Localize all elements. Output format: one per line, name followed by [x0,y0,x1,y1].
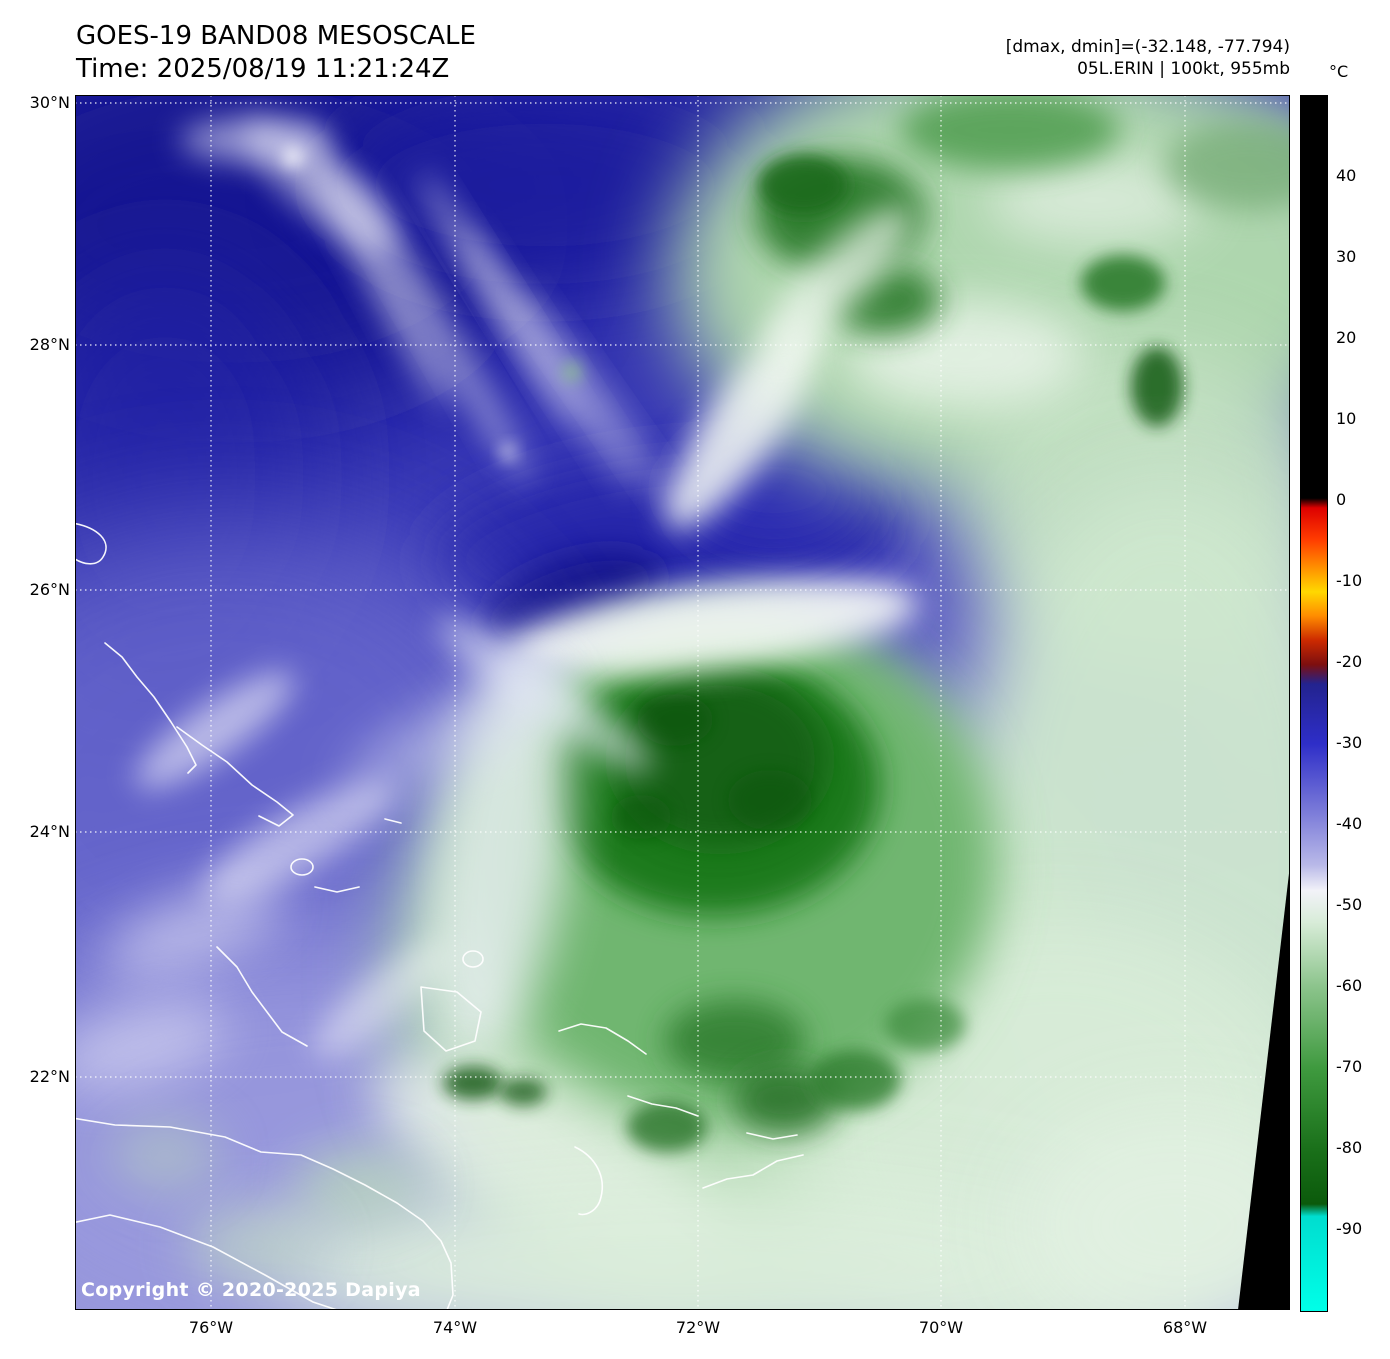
lon-tick-label: 72°W [675,1318,721,1337]
storm-core [550,655,880,915]
colorbar-tick: -20 [1336,652,1363,671]
map-border [75,95,1290,1310]
lat-tick-label: 26°N [29,580,70,599]
lon-tick-label: 70°W [918,1318,964,1337]
lat-tick-label: 22°N [29,1067,70,1086]
colorbar-tick: -90 [1336,1219,1363,1238]
colorbar-tick: 30 [1336,247,1357,266]
colorbar-tick: -30 [1336,733,1363,752]
colorbar-tick: 20 [1336,328,1357,347]
colorbar-gradient [1301,96,1327,1311]
figure-time: Time: 2025/08/19 11:21:24Z [76,54,450,84]
dmax-dmin-annotation: [dmax, dmin]=(-32.148, -77.794) [1005,37,1290,57]
lon-tick-label: 76°W [188,1318,234,1337]
lon-tick-label: 74°W [432,1318,478,1337]
colorbar-tick: 0 [1336,490,1347,509]
colorbar [1300,95,1328,1312]
storm-annotation: 05L.ERIN | 100kt, 955mb [1077,59,1290,79]
colorbar-tick: -60 [1336,976,1363,995]
satellite-image [75,95,1290,1310]
longitude-axis: 76°W 74°W 72°W 70°W 68°W [0,1318,1390,1340]
colorbar-tick-labels: 40 30 20 10 0 -10 -20 -30 -40 -50 -60 -7… [1336,0,1390,1359]
coastlines [75,522,804,1310]
colorbar-tick: -50 [1336,895,1363,914]
figure-title: GOES-19 BAND08 MESOSCALE [76,21,476,51]
colorbar-tick: -80 [1336,1138,1363,1157]
colorbar-tick: 40 [1336,166,1357,185]
lat-tick-label: 30°N [29,93,70,112]
colorbar-tick: -10 [1336,571,1363,590]
colorbar-tick: 10 [1336,409,1357,428]
cirrus-wisps [75,118,681,1089]
annotation-block: [dmax, dmin]=(-32.148, -77.794) 05L.ERIN… [1006,36,1290,80]
lat-tick-label: 28°N [29,335,70,354]
title-block: GOES-19 BAND08 MESOSCALE Time: 2025/08/1… [76,20,476,86]
copyright-watermark: Copyright © 2020-2025 Dapiya [81,1279,421,1301]
colorbar-tick: -40 [1336,814,1363,833]
latitude-axis: 30°N 28°N 26°N 24°N 22°N [16,0,70,1359]
colorbar-tick: -70 [1336,1057,1363,1076]
lat-tick-label: 24°N [29,822,70,841]
colorbar-unit-label: °C [1329,62,1349,81]
lon-tick-label: 68°W [1162,1318,1208,1337]
scan-edge-black-region [1238,865,1290,1310]
